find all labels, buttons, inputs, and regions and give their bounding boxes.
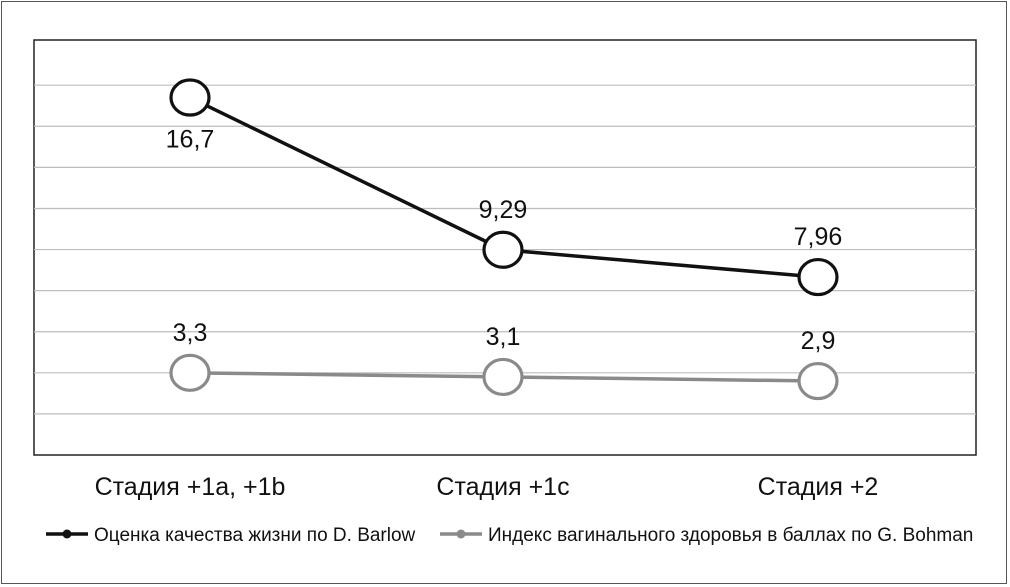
data-label-0-0: 16,7 [166,126,215,154]
data-point-0-0 [169,78,211,117]
category-label-2: Стадия +2 [758,473,879,501]
data-label-1-2: 2,9 [801,327,836,355]
legend-item-1: Индекс вагинального здоровья в баллах по… [440,525,973,546]
category-label-1: Стадия +1c [436,473,569,501]
data-point-1-0 [169,353,211,392]
data-label-1-1: 3,1 [486,323,521,351]
plot-area [33,39,977,456]
legend-label-1: Индекс вагинального здоровья в баллах по… [488,525,973,546]
data-point-0-1 [482,230,524,269]
legend-marker-1 [456,529,466,539]
data-label-0-1: 9,29 [479,196,528,224]
data-point-1-1 [482,357,524,397]
category-label-0: Стадия +1a, +1b [95,473,286,501]
legend-marker-0 [62,529,72,539]
legend-item-0: Оценка качества жизни по D. Barlow [46,525,416,546]
data-label-1-0: 3,3 [173,319,208,347]
data-point-0-2 [797,257,839,297]
legend-label-0: Оценка качества жизни по D. Barlow [94,525,416,546]
data-point-1-2 [797,361,839,401]
data-label-0-2: 7,96 [794,223,843,251]
